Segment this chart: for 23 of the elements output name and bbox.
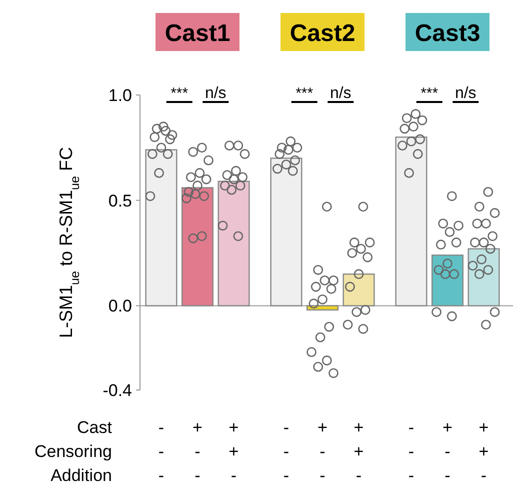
annotation: n/s — [330, 85, 352, 102]
annotation: *** — [170, 85, 188, 102]
annotation: n/s — [454, 85, 476, 102]
y-tick-label: 1.0 — [108, 86, 132, 105]
x-tick-label: + + - — [354, 418, 364, 485]
chart-title: Cast1 — [164, 20, 230, 47]
chart-title: Cast3 — [414, 20, 480, 47]
annotation: n/s — [204, 85, 226, 102]
x-tick-label: + + - — [478, 418, 489, 485]
x-tick-label: + - - — [442, 418, 453, 485]
annotation: *** — [296, 85, 314, 102]
x-tick-label: - - - — [158, 418, 164, 485]
annotation: *** — [420, 85, 438, 102]
x-tick-label: + - - — [192, 418, 203, 485]
y-tick-label: 0.0 — [108, 296, 132, 316]
chart-title: Cast2 — [290, 20, 356, 47]
x-tick-label: - - - — [408, 418, 414, 485]
y-tick-label: 0.5 — [108, 191, 132, 210]
x-axis-title: Cast Censoring Addition — [34, 418, 112, 485]
x-tick-label: - - - — [283, 418, 290, 485]
x-tick-label: + + - — [228, 418, 239, 485]
y-tick-label: -0.4 — [102, 381, 132, 400]
x-tick-label: + - - — [318, 418, 328, 485]
